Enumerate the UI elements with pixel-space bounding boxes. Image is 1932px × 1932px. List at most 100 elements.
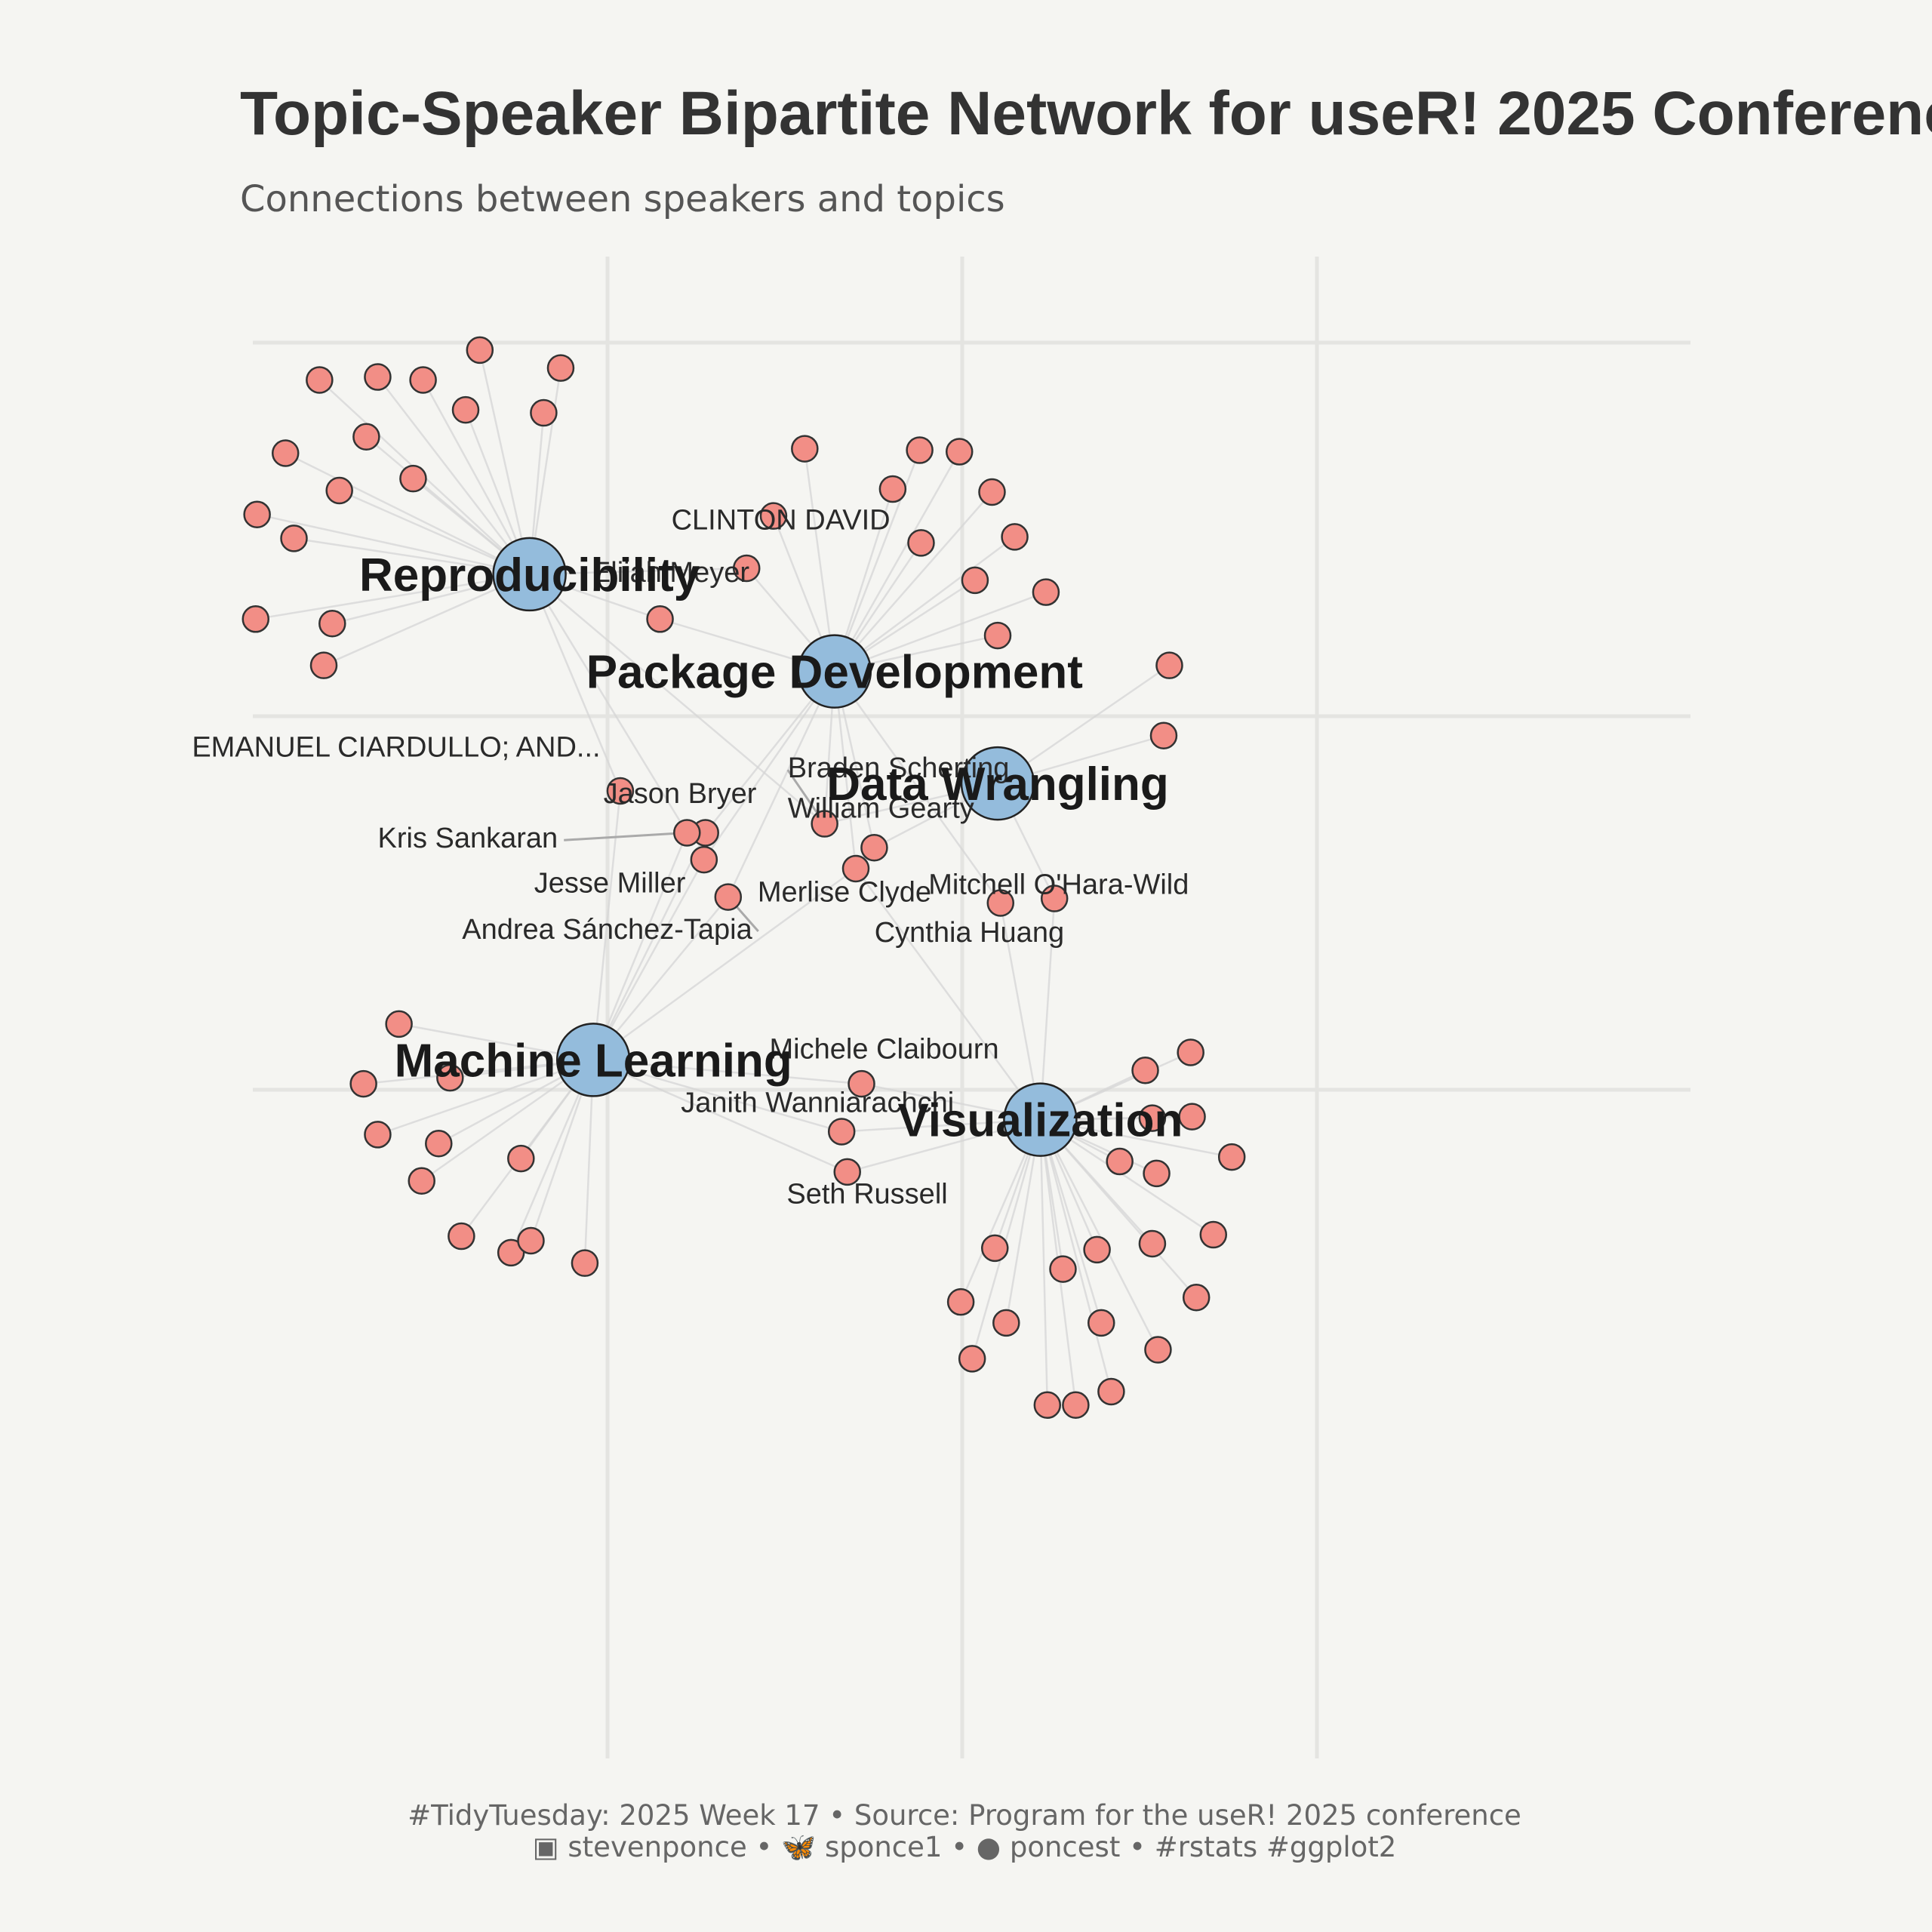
speaker-node[interactable] xyxy=(243,500,271,528)
speaker-node[interactable] xyxy=(408,1167,435,1195)
speaker-node[interactable] xyxy=(571,1249,599,1277)
speaker-node[interactable] xyxy=(983,621,1012,650)
speaker-node[interactable] xyxy=(606,777,635,805)
svg-text:▣ stevenponce: ▣ stevenponce • 🦋 sponce1 • ● poncest • … xyxy=(533,1831,1397,1863)
speaker-node[interactable] xyxy=(1097,1377,1125,1406)
speaker-node[interactable] xyxy=(1149,721,1178,749)
speaker-node[interactable] xyxy=(352,423,380,451)
speaker-node[interactable] xyxy=(1106,1147,1134,1176)
linkedin-handle[interactable]: stevenponce xyxy=(568,1831,746,1863)
speaker-node[interactable] xyxy=(906,436,934,464)
speaker-node[interactable] xyxy=(466,336,494,365)
speaker-node[interactable] xyxy=(364,1121,392,1149)
speaker-node[interactable] xyxy=(242,605,270,633)
speaker-node[interactable] xyxy=(1062,1391,1090,1420)
speaker-node[interactable] xyxy=(497,1238,525,1267)
speaker-node[interactable] xyxy=(517,1226,545,1255)
speaker-node[interactable] xyxy=(1138,1104,1167,1132)
speaker-node[interactable] xyxy=(271,439,300,467)
speaker-node[interactable] xyxy=(759,502,788,530)
speaker-node[interactable] xyxy=(1178,1103,1206,1131)
speaker-node[interactable] xyxy=(860,833,888,862)
speaker-node[interactable] xyxy=(732,554,761,583)
speaker-node[interactable] xyxy=(848,1069,875,1098)
speaker-node[interactable] xyxy=(309,651,338,679)
speaker-label: EMANUEL CIARDULLO; AND... xyxy=(192,731,600,763)
speaker-node[interactable] xyxy=(306,366,334,394)
speaker-node[interactable] xyxy=(436,1063,464,1092)
speaker-node[interactable] xyxy=(1001,523,1029,551)
speaker-node[interactable] xyxy=(1217,1143,1246,1171)
edge xyxy=(294,537,530,576)
speaker-node[interactable] xyxy=(958,1345,986,1373)
topic-node[interactable] xyxy=(1003,1082,1078,1157)
github-handle[interactable]: poncest xyxy=(1010,1831,1120,1863)
topic-node[interactable] xyxy=(555,1023,631,1097)
edge xyxy=(834,591,1047,672)
speaker-label: William Gearty xyxy=(788,793,974,825)
speaker-node[interactable] xyxy=(1040,884,1069,912)
speaker-node[interactable] xyxy=(673,819,701,847)
speaker-node[interactable] xyxy=(945,438,974,466)
speaker-node[interactable] xyxy=(714,883,743,911)
topic-nodes xyxy=(492,537,1078,1157)
speaker-node[interactable] xyxy=(349,1069,377,1098)
speaker-node[interactable] xyxy=(1083,1235,1111,1264)
speaker-node[interactable] xyxy=(451,395,480,424)
caption-tags: #rstats #ggplot2 xyxy=(1155,1831,1397,1863)
speaker-node[interactable] xyxy=(1143,1159,1171,1188)
topic-node[interactable] xyxy=(797,634,872,709)
topic-node[interactable] xyxy=(492,537,567,612)
label-leader-line xyxy=(564,831,688,841)
caption-credits: ▣ stevenponce • 🦋 sponce1 • ● poncest • … xyxy=(533,1831,1397,1863)
speaker-node[interactable] xyxy=(1032,578,1060,606)
speaker-node[interactable] xyxy=(364,363,392,391)
speaker-node[interactable] xyxy=(385,1010,413,1038)
speaker-node[interactable] xyxy=(1182,1283,1211,1312)
caption-source: #TidyTuesday: 2025 Week 17 • Source: Pro… xyxy=(408,1799,1521,1832)
speaker-node[interactable] xyxy=(946,1287,975,1316)
speaker-node[interactable] xyxy=(833,1158,861,1186)
speaker-node[interactable] xyxy=(878,475,907,503)
speaker-node[interactable] xyxy=(399,464,427,493)
speaker-node[interactable] xyxy=(1199,1220,1228,1249)
caption-separator: • xyxy=(951,1831,968,1863)
bluesky-handle[interactable]: sponce1 xyxy=(825,1831,943,1863)
speaker-node[interactable] xyxy=(448,1222,475,1251)
speaker-node[interactable] xyxy=(980,1234,1009,1263)
speaker-node[interactable] xyxy=(907,529,935,557)
speaker-node[interactable] xyxy=(827,1118,856,1146)
edge xyxy=(528,573,826,825)
speaker-node[interactable] xyxy=(1144,1336,1172,1364)
speaker-node[interactable] xyxy=(409,366,437,394)
speaker-node[interactable] xyxy=(318,609,346,638)
speaker-node[interactable] xyxy=(978,478,1006,506)
speaker-node[interactable] xyxy=(811,810,838,838)
speaker-node[interactable] xyxy=(690,845,718,874)
speaker-node[interactable] xyxy=(646,605,674,633)
speaker-node[interactable] xyxy=(325,476,353,505)
speaker-node[interactable] xyxy=(1033,1391,1062,1420)
speaker-node[interactable] xyxy=(1155,651,1183,679)
speaker-node[interactable] xyxy=(992,1309,1020,1337)
speaker-node[interactable] xyxy=(1177,1038,1204,1066)
edge xyxy=(1039,1119,1049,1405)
topic-node[interactable] xyxy=(960,746,1035,821)
speaker-node[interactable] xyxy=(530,398,558,427)
edge xyxy=(377,1059,594,1136)
speaker-node[interactable] xyxy=(507,1144,535,1173)
speaker-node[interactable] xyxy=(1049,1255,1077,1283)
speaker-node[interactable] xyxy=(791,435,819,463)
speaker-node[interactable] xyxy=(546,354,575,382)
speaker-node[interactable] xyxy=(1138,1229,1167,1258)
speaker-node[interactable] xyxy=(1131,1057,1159,1084)
speaker-node[interactable] xyxy=(280,525,308,552)
speaker-node[interactable] xyxy=(425,1130,453,1158)
speaker-node[interactable] xyxy=(841,854,870,883)
edge xyxy=(971,1119,1041,1359)
speaker-node[interactable] xyxy=(961,566,989,595)
edge xyxy=(593,1059,862,1085)
speaker-node[interactable] xyxy=(1087,1309,1115,1337)
speaker-node[interactable] xyxy=(986,889,1015,917)
